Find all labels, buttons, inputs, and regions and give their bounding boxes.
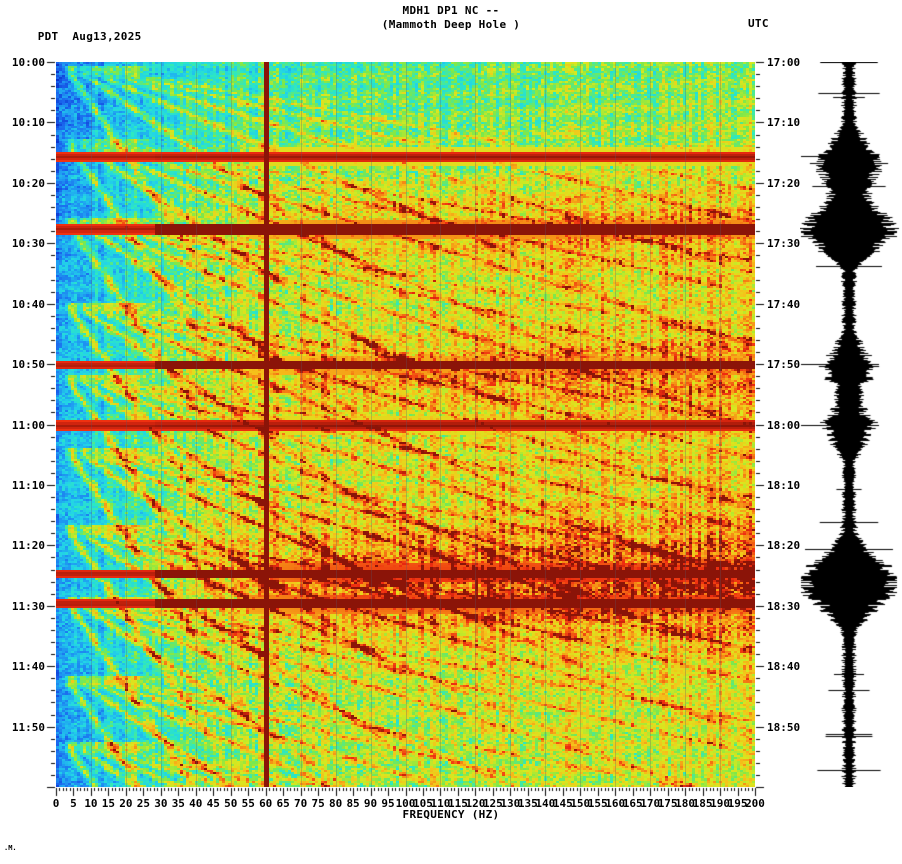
seismogram-trace-panel: [800, 62, 902, 787]
x-axis-label: FREQUENCY (HZ): [402, 808, 500, 821]
corner-mark: .M.: [4, 844, 17, 852]
spectrogram-plot: [56, 62, 755, 787]
frequency-tick-label: 65: [276, 797, 290, 810]
left-time-tick-label: 11:10: [11, 478, 45, 492]
frequency-tick-label: 120: [465, 797, 486, 810]
frequency-tick-label: 70: [294, 797, 308, 810]
frequency-tick-label: 60: [259, 797, 273, 810]
left-time-tick-label: 11:30: [11, 599, 45, 613]
frequency-tick-label: 200: [745, 797, 765, 810]
frequency-tick-label: 15: [101, 797, 116, 810]
frequency-tick-label: 10: [84, 797, 98, 810]
frequency-tick-label: 130: [500, 797, 521, 810]
right-time-tick-label: 18:20: [767, 539, 801, 553]
frequency-tick-label: 115: [447, 797, 468, 810]
frequency-tick-label: 25: [136, 797, 150, 810]
right-time-tick-label: 17:10: [767, 116, 801, 130]
right-time-tick-label: 17:40: [767, 297, 801, 311]
right-time-tick-label: 17:20: [767, 176, 801, 190]
frequency-tick-label: 155: [587, 797, 608, 810]
header-timezone-left: PDT: [37, 30, 59, 43]
left-time-tick-label: 10:40: [11, 297, 45, 311]
right-time-tick-label: 18:00: [767, 418, 801, 432]
frequency-tick-label: 135: [517, 797, 538, 810]
right-time-tick-label: 17:00: [767, 56, 801, 69]
frequency-tick-label: 20: [119, 797, 133, 810]
frequency-tick-label: 190: [710, 797, 730, 810]
left-time-tick-label: 11:40: [11, 660, 45, 674]
right-time-tick-label: 18:10: [767, 478, 801, 492]
right-time-tick-label: 17:50: [767, 358, 801, 372]
frequency-tick-label: 140: [535, 797, 556, 810]
left-time-tick-label: 10:20: [11, 176, 45, 190]
header-date: Aug13,2025: [72, 30, 142, 43]
frequency-tick-label: 50: [224, 797, 238, 810]
right-time-tick-label: 18:50: [767, 720, 801, 734]
frequency-tick-label: 85: [346, 797, 360, 810]
left-time-tick-label: 10:30: [11, 237, 45, 251]
frequency-tick-label: 40: [189, 797, 203, 810]
frequency-tick-label: 90: [363, 797, 378, 810]
spectrogram-canvas: [56, 62, 755, 787]
header-timezone-right: UTC: [748, 17, 769, 30]
left-time-tick-label: 11:50: [11, 720, 45, 734]
frequency-tick-label: 55: [241, 797, 255, 810]
frequency-tick-label: 170: [640, 797, 661, 810]
frequency-tick-label: 125: [482, 797, 503, 810]
frequency-tick-label: 105: [413, 797, 433, 810]
frequency-tick-label: 35: [171, 797, 185, 810]
frequency-tick-label: 0: [52, 797, 60, 810]
frequency-tick-label: 195: [727, 797, 748, 810]
frequency-tick-label: 180: [675, 797, 696, 810]
frequency-tick-label: 145: [552, 797, 573, 810]
frequency-tick-label: 75: [311, 797, 325, 810]
seismogram-trace-canvas: [800, 62, 902, 787]
frequency-tick-label: 150: [570, 797, 591, 810]
frequency-tick-label: 185: [692, 797, 713, 810]
frequency-tick-label: 45: [206, 797, 220, 810]
right-time-tick-label: 18:40: [767, 660, 801, 674]
left-time-tick-label: 10:50: [11, 358, 45, 372]
left-time-tick-label: 11:20: [11, 539, 45, 553]
frequency-tick-label: 165: [622, 797, 643, 810]
frequency-tick-label: 160: [605, 797, 626, 810]
frequency-tick-label: 95: [381, 797, 395, 810]
frequency-tick-label: 80: [328, 797, 343, 810]
left-time-tick-label: 10:10: [11, 116, 45, 130]
frequency-tick-label: 100: [395, 797, 416, 810]
left-time-tick-label: 10:00: [11, 56, 45, 69]
page-title: MDH1 DP1 NC --: [402, 4, 500, 17]
frequency-tick-label: 175: [657, 797, 678, 810]
frequency-tick-label: 30: [154, 797, 168, 810]
frequency-tick-label: 110: [430, 797, 451, 810]
right-time-tick-label: 17:30: [767, 237, 801, 251]
frequency-tick-label: 5: [70, 797, 77, 810]
left-time-tick-label: 11:00: [11, 418, 45, 432]
right-time-tick-label: 18:30: [767, 599, 801, 613]
